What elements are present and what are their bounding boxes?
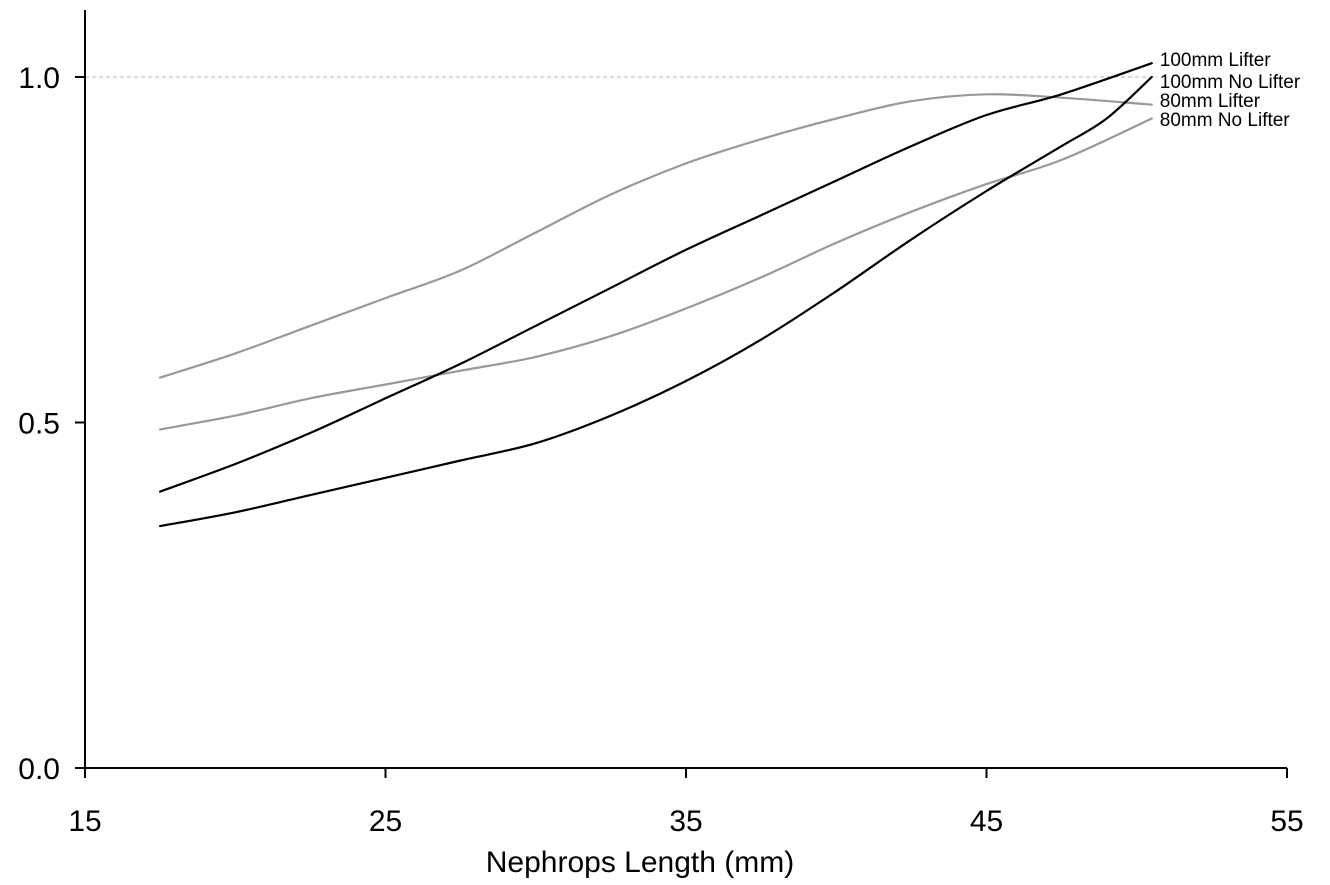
series-line-80mm-lifter [159, 93, 1153, 379]
series-layer [159, 62, 1153, 528]
series-label: 80mm No Lifter [1160, 110, 1291, 131]
y-tick-label: 0.5 [18, 408, 60, 441]
x-tick-label: 55 [1270, 805, 1303, 838]
y-tick-label: 1.0 [18, 62, 60, 95]
series-label: 100mm Lifter [1160, 50, 1272, 71]
x-tick-label: 15 [68, 805, 101, 838]
axes-layer [84, 10, 1287, 769]
series-line-100mm-lifter [159, 62, 1153, 493]
x-axis-title: Nephrops Length (mm) [486, 846, 794, 879]
x-tick-label: 35 [669, 805, 702, 838]
series-line-100mm-no-lifter [159, 75, 1153, 528]
x-tick-label: 45 [970, 805, 1003, 838]
series-line-80mm-no-lifter [159, 117, 1153, 431]
ticks-layer: 15 25 35 45 55 0.0 0.5 1.0 [18, 62, 1303, 838]
y-tick-label: 0.0 [18, 753, 60, 786]
series-label: 80mm Lifter [1160, 91, 1261, 112]
x-tick-label: 25 [369, 805, 402, 838]
series-label: 100mm No Lifter [1160, 72, 1301, 93]
